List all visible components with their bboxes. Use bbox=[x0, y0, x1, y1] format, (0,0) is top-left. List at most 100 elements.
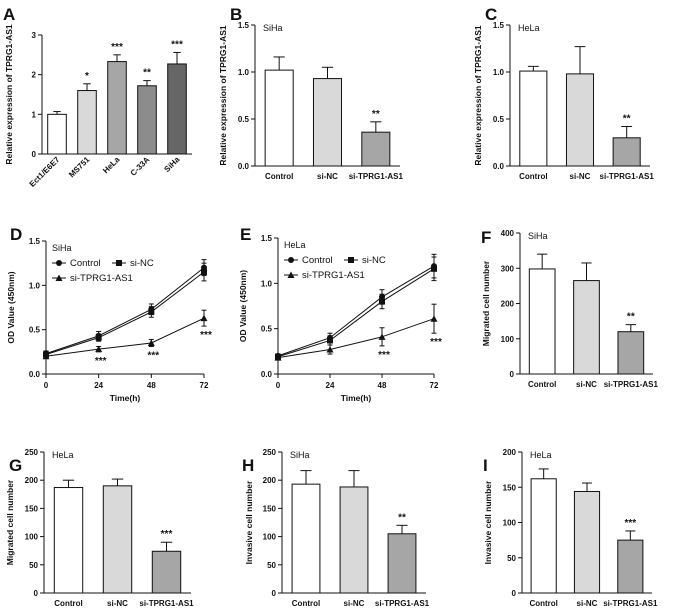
y-axis-title: OD Value (450nm) bbox=[238, 270, 248, 342]
x-tick-label: C-33A bbox=[129, 155, 152, 178]
point-triangle bbox=[200, 314, 208, 322]
y-tick-label: 1 bbox=[32, 110, 37, 119]
legend-label: si-TPRG1-AS1 bbox=[302, 270, 365, 281]
x-tick-label: si-TPRG1-AS1 bbox=[604, 380, 659, 389]
y-tick-label: 1.5 bbox=[493, 21, 505, 30]
bar bbox=[617, 331, 645, 375]
x-tick-label: Control bbox=[265, 172, 293, 181]
bar bbox=[530, 478, 557, 594]
panel-label: D bbox=[10, 225, 22, 244]
point-square bbox=[327, 337, 333, 344]
point-square bbox=[116, 260, 122, 266]
significance-marker: *** bbox=[378, 350, 390, 361]
panel-subtitle: SiHa bbox=[528, 231, 548, 241]
y-tick-label: 100 bbox=[501, 335, 515, 344]
y-tick-label: 0.5 bbox=[238, 115, 250, 124]
y-tick-label: 150 bbox=[263, 504, 277, 513]
x-tick-label: si-NC bbox=[107, 599, 128, 608]
point-square bbox=[148, 308, 155, 315]
y-tick-label: 1.5 bbox=[261, 234, 273, 243]
bar bbox=[339, 486, 369, 594]
panel-B: 0.0 0.5 1.0 1.5 Relative expression of TPRG1… bbox=[218, 5, 404, 181]
y-tick-label: 50 bbox=[507, 554, 516, 563]
x-tick-label: si-NC bbox=[570, 172, 591, 181]
y-tick-label: 150 bbox=[503, 483, 517, 492]
y-tick-label: 0 bbox=[32, 150, 37, 159]
y-tick-label: 50 bbox=[29, 561, 38, 570]
panel-E: 0.0 0.5 1.0 1.5 OD Value (450nm) E 0 24 48 72 Time… bbox=[238, 225, 442, 403]
point-square bbox=[201, 269, 207, 276]
y-tick-label: 3 bbox=[32, 31, 37, 40]
panel-subtitle: SiHa bbox=[263, 23, 283, 33]
series-line bbox=[45, 267, 205, 355]
x-tick-label: si-TPRG1-AS1 bbox=[600, 172, 655, 181]
y-tick-label: 100 bbox=[503, 519, 517, 528]
significance-marker: ** bbox=[143, 68, 151, 79]
point-square bbox=[95, 334, 102, 341]
series-line bbox=[277, 318, 435, 359]
point-square bbox=[348, 257, 354, 263]
panel-label: F bbox=[481, 228, 491, 247]
x-axis-title: Time(h) bbox=[110, 393, 141, 403]
y-tick-label: 1.5 bbox=[29, 237, 41, 246]
y-tick-label: 0 bbox=[510, 370, 515, 379]
x-tick-label: si-TPRG1-AS1 bbox=[375, 599, 430, 608]
panel-subtitle: SiHa bbox=[52, 243, 72, 253]
panel-label: H bbox=[242, 456, 254, 475]
bar bbox=[617, 539, 644, 594]
y-axis-title: Migrated cell number bbox=[5, 479, 15, 565]
y-tick-label: 100 bbox=[263, 533, 277, 542]
y-axis-title: Invasive cell number bbox=[244, 480, 254, 564]
x-tick-label: si-TPRG1-AS1 bbox=[139, 599, 194, 608]
significance-marker: *** bbox=[624, 518, 636, 529]
panel-subtitle: SiHa bbox=[290, 450, 310, 460]
bar bbox=[387, 533, 417, 594]
bar bbox=[47, 113, 67, 155]
panel-C: 0.0 0.5 1.0 1.5 Relative expression of TPRG1… bbox=[473, 5, 654, 181]
panel-G: 0 50 100 150 200 250 Migrated cell number G HeLa… bbox=[5, 448, 194, 608]
bar bbox=[264, 69, 294, 167]
y-tick-label: 200 bbox=[503, 448, 517, 457]
significance-marker: ** bbox=[372, 109, 380, 120]
x-tick-label: Control bbox=[519, 172, 547, 181]
point-triangle bbox=[430, 315, 438, 322]
legend-label: si-TPRG1-AS1 bbox=[70, 273, 133, 284]
significance-marker: ** bbox=[623, 114, 631, 125]
bar bbox=[361, 131, 391, 167]
series-line bbox=[277, 265, 435, 357]
bar bbox=[528, 268, 556, 375]
y-tick-label: 1.0 bbox=[29, 281, 41, 290]
bar bbox=[573, 490, 601, 594]
significance-marker: *** bbox=[111, 42, 123, 53]
point-circle bbox=[56, 260, 62, 266]
y-tick-label: 200 bbox=[501, 300, 515, 309]
series-line bbox=[45, 317, 205, 357]
panel-subtitle: HeLa bbox=[530, 450, 552, 460]
panel-label: I bbox=[483, 456, 488, 475]
x-tick-label: 0 bbox=[276, 381, 281, 390]
x-tick-label: si-NC bbox=[317, 172, 338, 181]
point-triangle bbox=[326, 346, 334, 353]
point-square bbox=[431, 265, 437, 272]
y-tick-label: 250 bbox=[263, 448, 277, 457]
point-triangle bbox=[55, 274, 63, 281]
bar bbox=[53, 487, 84, 594]
y-tick-label: 1.0 bbox=[261, 279, 273, 288]
x-tick-label: 72 bbox=[200, 381, 209, 390]
x-tick-label: 48 bbox=[147, 381, 156, 390]
panel-subtitle: HeLa bbox=[52, 450, 74, 460]
x-tick-label: Ect1/E6E7 bbox=[28, 155, 62, 189]
y-axis-title: Migrated cell number bbox=[481, 260, 491, 346]
significance-marker: ** bbox=[627, 312, 635, 323]
bar bbox=[573, 280, 600, 375]
y-tick-label: 100 bbox=[25, 533, 39, 542]
y-tick-label: 0.5 bbox=[261, 325, 273, 334]
bar bbox=[77, 90, 97, 155]
significance-marker: * bbox=[85, 71, 89, 82]
y-tick-label: 1.0 bbox=[238, 68, 250, 77]
panel-label: C bbox=[485, 5, 497, 24]
x-tick-label: 72 bbox=[430, 381, 439, 390]
x-tick-label: 48 bbox=[378, 381, 387, 390]
significance-marker: *** bbox=[161, 529, 173, 540]
